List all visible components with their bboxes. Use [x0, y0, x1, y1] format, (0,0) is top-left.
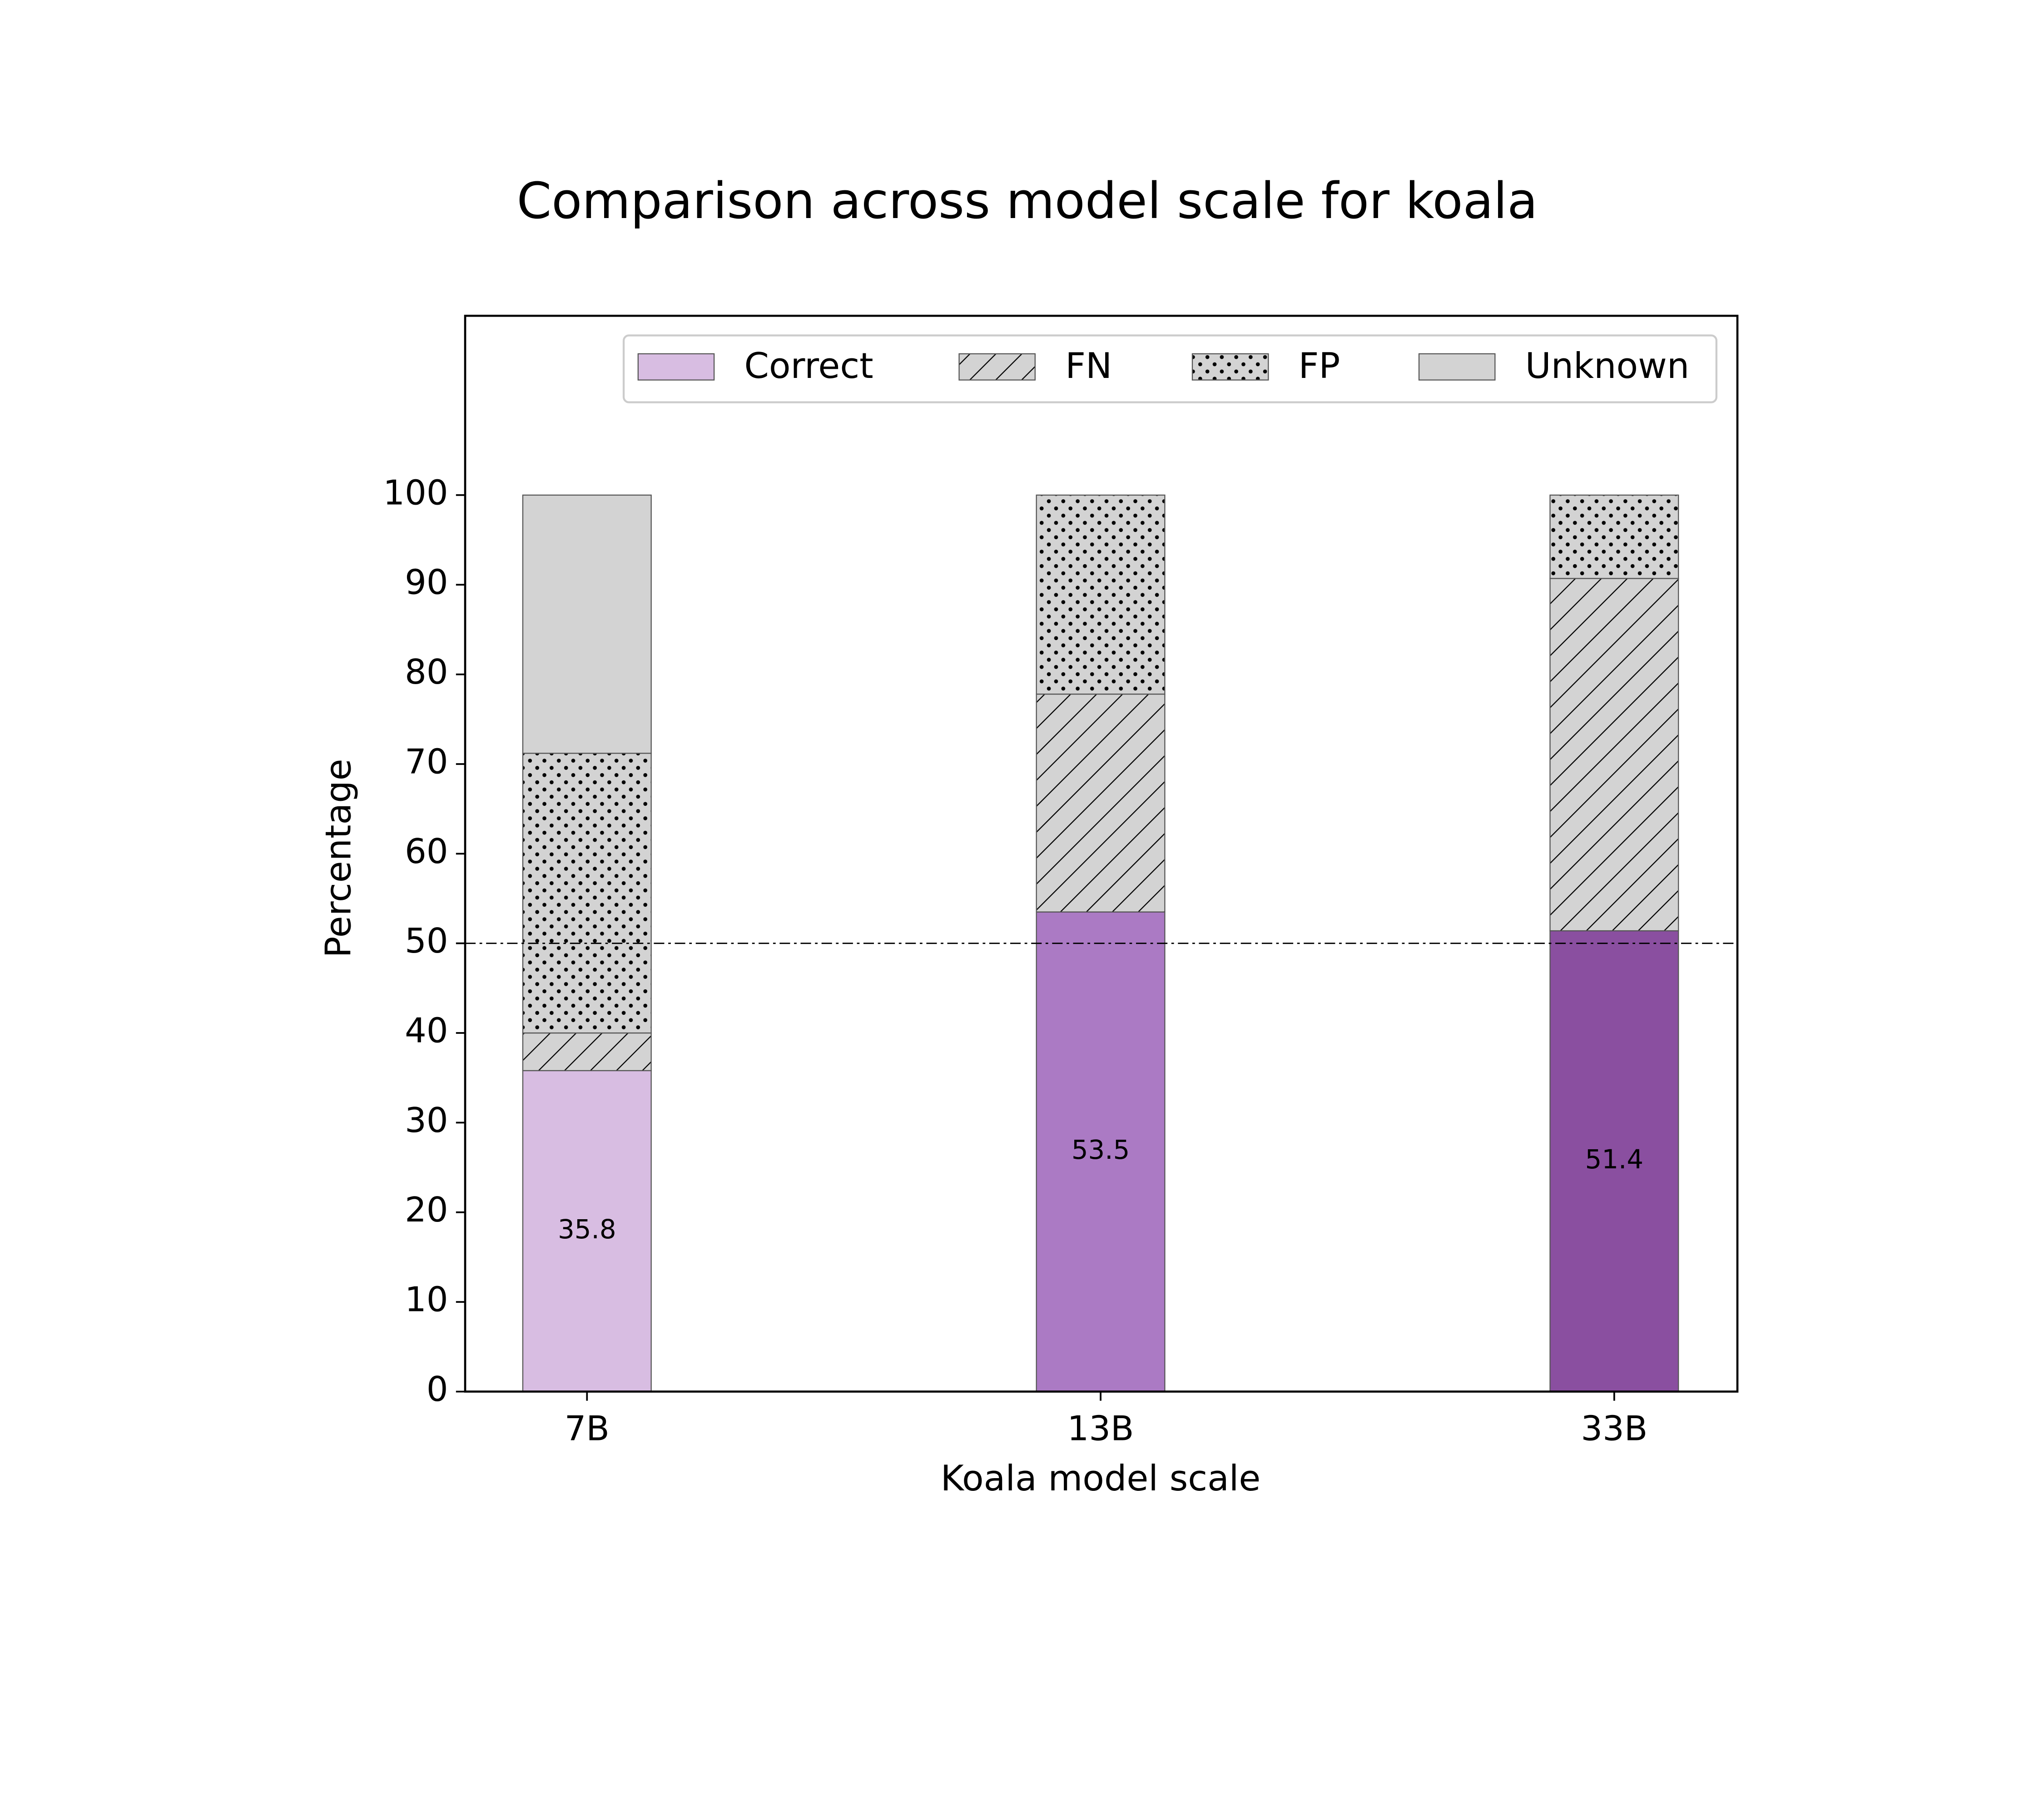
- legend-label: Correct: [744, 346, 873, 387]
- y-tick-label: 60: [405, 831, 448, 871]
- x-tick-label: 13B: [1067, 1408, 1134, 1448]
- legend-swatch: [958, 353, 1036, 381]
- legend-label: Unknown: [1525, 346, 1690, 387]
- bar-segment: [522, 753, 652, 1034]
- bar-segment: [1549, 494, 1679, 579]
- plot-area: 0 10 20 30 40 50 60 70 80 90 100 35.8 7B 53.5 13B 51.4 3…: [383, 314, 1739, 1448]
- y-tick-label: 20: [405, 1190, 448, 1230]
- y-tick-label: 30: [405, 1100, 448, 1140]
- y-tick-label: 10: [405, 1280, 448, 1320]
- y-tick-label: 40: [405, 1011, 448, 1051]
- chart-title: Comparison across model scale for koala: [517, 172, 1538, 230]
- bar-segment: [522, 494, 652, 754]
- x-tick-label: 33B: [1581, 1408, 1647, 1448]
- legend-label: FP: [1299, 346, 1340, 387]
- value-label: 35.8: [558, 1214, 616, 1245]
- bar-segment: [1549, 578, 1679, 932]
- bar-segment: [1549, 930, 1679, 1392]
- legend-swatch: [1418, 353, 1496, 381]
- bar-segment: [1036, 494, 1166, 695]
- bar-segment: [522, 1070, 652, 1392]
- legend-box: [622, 334, 1718, 403]
- value-label: 51.4: [1585, 1144, 1643, 1175]
- x-axis-label: Koala model scale: [941, 1458, 1261, 1499]
- legend-swatch: [1191, 353, 1269, 381]
- y-tick-label: 100: [383, 472, 448, 512]
- bar-segment: [522, 1032, 652, 1072]
- legend-swatch: [637, 353, 715, 381]
- y-tick-label: 0: [427, 1369, 448, 1409]
- value-label: 53.5: [1072, 1134, 1130, 1165]
- y-axis-label: Percentage: [318, 759, 359, 958]
- x-tick-label: 7B: [565, 1408, 610, 1448]
- y-tick-label: 90: [405, 562, 448, 602]
- y-tick-label: 70: [405, 741, 448, 781]
- plot-frame: [464, 314, 1739, 1393]
- bar-segment: [1036, 911, 1166, 1392]
- y-tick-label: 80: [405, 652, 448, 692]
- legend-label: FN: [1065, 346, 1112, 387]
- bar-segment: [1036, 693, 1166, 913]
- y-tick-label: 50: [405, 921, 448, 961]
